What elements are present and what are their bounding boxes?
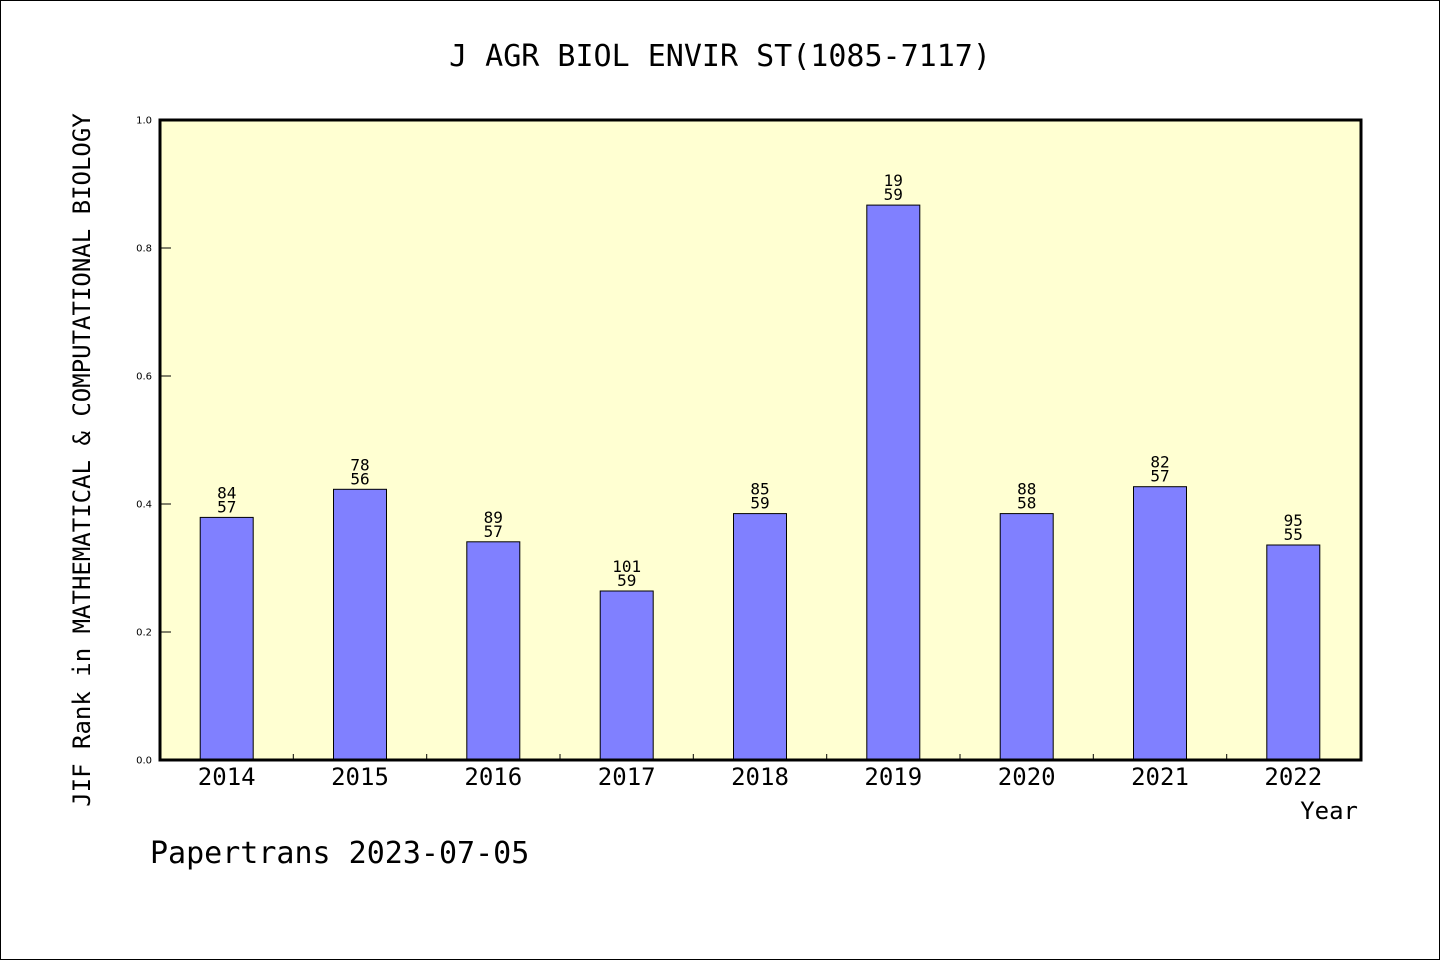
y-tick-label: 0.2	[136, 628, 152, 639]
x-tick-label-2017: 2017	[598, 763, 656, 791]
bar-2022	[1266, 544, 1321, 761]
x-tick-label-2016: 2016	[464, 763, 522, 791]
bar-2015	[333, 488, 387, 761]
bar-label-rank-2021: 82	[1150, 453, 1169, 472]
bar-label-rank-2022: 95	[1284, 511, 1303, 530]
bar-label-total-2014: 57	[217, 497, 236, 516]
bar-label-rank-2015: 78	[350, 455, 369, 474]
y-tick-label: 1.0	[136, 116, 152, 127]
bar-2018	[733, 513, 787, 761]
bar-2019	[866, 204, 921, 761]
bar-label-total-2022: 55	[1284, 525, 1303, 544]
bar-2014	[199, 516, 254, 761]
bar-label-total-2018: 59	[750, 494, 769, 513]
bar-label-rank-2016: 89	[484, 508, 503, 527]
bar-label-rank-2019: 19	[884, 171, 903, 190]
x-tick-label-2014: 2014	[198, 763, 256, 791]
bar-2021	[1133, 486, 1187, 761]
bar-label-rank-2018: 85	[750, 480, 769, 499]
bar-label-total-2020: 58	[1017, 494, 1036, 513]
x-tick-label-2021: 2021	[1131, 763, 1189, 791]
y-tick-label: 0.0	[136, 756, 152, 767]
bar-label-total-2015: 56	[350, 469, 369, 488]
x-tick-label-2022: 2022	[1264, 763, 1322, 791]
bar-2020	[999, 513, 1054, 761]
bar-label-total-2021: 57	[1150, 467, 1169, 486]
bar-label-total-2019: 59	[884, 185, 903, 204]
x-tick-label-2019: 2019	[864, 763, 922, 791]
plot-border	[158, 118, 1363, 762]
x-ticks-group: 2014 2015 2016 2017 2018 2019 2020 2021 2022	[198, 754, 1322, 791]
credit-text: Papertrans 2023-07-05	[150, 836, 529, 871]
chart-title: J AGR BIOL ENVIR ST(1085-7117)	[449, 39, 991, 74]
x-tick-label-2018: 2018	[731, 763, 789, 791]
y-tick-label: 0.6	[136, 372, 152, 383]
bar-label-rank-2014: 84	[217, 483, 236, 502]
x-tick-label-2015: 2015	[331, 763, 389, 791]
x-tick-label-2020: 2020	[998, 763, 1056, 791]
y-tick-label: 0.4	[136, 500, 152, 511]
bar-label-total-2017: 59	[617, 571, 636, 590]
bar-2016	[466, 541, 521, 761]
x-axis-label: Year	[1300, 797, 1358, 825]
bar-label-total-2016: 57	[484, 522, 503, 541]
bar-label-rank-2017: 101	[612, 557, 641, 576]
bar-label-rank-2020: 88	[1017, 480, 1036, 499]
bar-2017	[599, 590, 654, 761]
y-axis-label: JIF Rank in MATHEMATICAL & COMPUTATIONAL…	[68, 113, 96, 807]
y-tick-label: 0.8	[136, 244, 152, 255]
